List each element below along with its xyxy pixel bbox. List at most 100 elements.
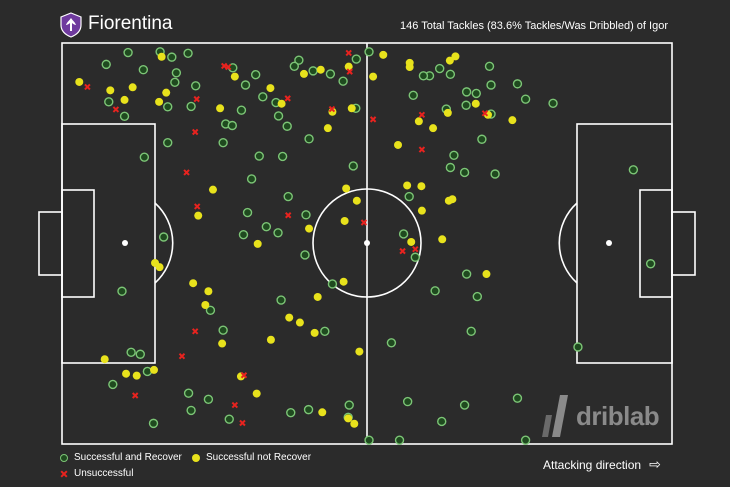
tackle-success-recover-mark: [364, 47, 374, 57]
tackle-success-recover-mark: [119, 111, 130, 122]
tackle-success-recover-mark: [459, 400, 470, 410]
legend-label: Successful and Recover: [74, 452, 182, 463]
tackle-unsuccessful-mark: [360, 219, 368, 226]
tackle-success-no-recover-mark: [155, 263, 164, 272]
tackle-success-recover-mark: [138, 65, 149, 75]
tackle-success-no-recover-mark: [394, 140, 403, 149]
tackle-success-recover-mark: [218, 325, 228, 335]
tackle-success-no-recover-mark: [230, 72, 239, 81]
tackle-success-no-recover-mark: [310, 328, 319, 337]
legend-label: Successful not Recover: [206, 452, 312, 463]
tackle-unsuccessful-mark: [220, 62, 228, 70]
tackle-success-recover-mark: [386, 338, 397, 348]
tackle-success-recover-mark: [364, 435, 374, 445]
tackle-success-recover-mark: [402, 396, 413, 407]
tackle-success-recover-mark: [320, 326, 330, 337]
tackle-success-recover-mark: [418, 71, 429, 81]
tackle-success-no-recover-mark: [253, 239, 262, 248]
tackle-success-recover-mark: [135, 349, 145, 359]
tackle-success-no-recover-mark: [299, 69, 308, 78]
green-dot-icon: [60, 453, 68, 462]
tackle-success-no-recover-mark: [155, 97, 164, 106]
tackle-success-no-recover-mark: [352, 196, 361, 205]
pitch-lines: [38, 42, 696, 445]
right-penalty-area: [576, 123, 673, 364]
tackle-unsuccessful-mark: [481, 110, 489, 117]
tackle-success-no-recover-mark: [414, 117, 423, 126]
tackle-success-no-recover-mark: [445, 56, 454, 65]
tackle-success-no-recover-mark: [120, 95, 129, 104]
tackle-unsuccessful-mark: [418, 111, 426, 119]
tackle-success-no-recover-mark: [295, 318, 304, 327]
tackle-unsuccessful-mark: [231, 401, 239, 409]
tackle-success-no-recover-mark: [194, 211, 203, 220]
tackle-success-no-recover-mark: [208, 185, 217, 194]
tackle-unsuccessful-mark: [193, 95, 200, 103]
tackle-success-no-recover-mark: [201, 300, 210, 309]
tackle-success-no-recover-mark: [313, 292, 322, 301]
legend-label: Unsuccessful: [74, 468, 134, 479]
tackle-unsuccessful-mark: [178, 352, 186, 360]
right-six-yard-box: [639, 189, 673, 298]
tackle-success-recover-mark: [445, 69, 456, 80]
tackle-success-recover-mark: [183, 388, 194, 398]
tackle-success-no-recover-mark: [150, 365, 159, 374]
tackle-success-no-recover-mark: [305, 224, 314, 233]
tackle-success-recover-mark: [430, 286, 440, 296]
tackle-success-recover-mark: [163, 102, 173, 112]
tackle-success-recover-mark: [437, 416, 447, 427]
tackle-success-recover-mark: [246, 174, 257, 184]
tackle-success-no-recover-mark: [350, 419, 359, 428]
tackle-success-recover-mark: [445, 162, 456, 173]
center-spot: [364, 240, 370, 246]
tackle-success-no-recover-mark: [471, 99, 480, 108]
tackle-success-recover-mark: [304, 134, 314, 144]
right-penalty-spot: [606, 240, 612, 246]
legend-item-success-recover: Successful and Recover: [60, 452, 182, 463]
left-penalty-arc: [154, 202, 174, 284]
tackle-unsuccessful-mark: [346, 68, 353, 75]
tackle-success-recover-mark: [338, 76, 348, 86]
tackle-success-recover-mark: [273, 228, 283, 238]
tackle-success-recover-mark: [628, 165, 639, 175]
tackle-success-no-recover-mark: [403, 181, 412, 190]
tackle-success-recover-mark: [449, 150, 459, 160]
tackle-success-recover-mark: [240, 80, 251, 90]
tackle-success-recover-mark: [645, 259, 656, 269]
tackle-success-recover-mark: [325, 69, 336, 79]
tackle-success-recover-mark: [472, 291, 483, 302]
tackle-success-no-recover-mark: [344, 62, 353, 71]
tackle-success-recover-mark: [254, 151, 264, 161]
tackle-success-recover-mark: [512, 79, 523, 89]
tackle-success-recover-mark: [104, 97, 114, 107]
tackle-success-recover-mark: [512, 393, 523, 403]
yellow-dot-icon: [192, 453, 200, 462]
center-circle: [312, 188, 422, 298]
tackle-success-recover-mark: [186, 405, 196, 416]
tackle-success-recover-mark: [242, 207, 253, 218]
tackle-success-no-recover-mark: [407, 237, 416, 246]
tackle-success-no-recover-mark: [218, 339, 227, 348]
tackle-success-recover-mark: [294, 55, 304, 65]
driblab-watermark: driblab: [540, 393, 660, 439]
tackle-success-no-recover-mark: [369, 72, 378, 81]
right-penalty-arc: [558, 202, 578, 284]
tackle-success-no-recover-mark: [122, 369, 131, 378]
tackle-success-no-recover-mark: [252, 389, 261, 398]
tackle-success-recover-mark: [461, 100, 471, 110]
tackle-success-recover-mark: [301, 210, 311, 220]
tackle-unsuccessful-mark: [328, 105, 336, 113]
tackle-unsuccessful-mark: [418, 146, 426, 153]
tackle-success-no-recover-mark: [448, 195, 457, 204]
tackle-success-recover-mark: [183, 48, 193, 59]
tackle-success-recover-mark: [227, 120, 237, 131]
tackle-success-recover-mark: [484, 61, 495, 71]
tackle-success-recover-mark: [250, 69, 261, 80]
tackle-success-recover-mark: [520, 94, 531, 104]
tackle-success-recover-mark: [348, 161, 358, 171]
tackle-success-no-recover-mark: [75, 77, 84, 86]
tackle-success-no-recover-mark: [106, 86, 115, 95]
tackle-success-recover-mark: [344, 400, 354, 410]
tackle-success-no-recover-mark: [266, 84, 275, 93]
